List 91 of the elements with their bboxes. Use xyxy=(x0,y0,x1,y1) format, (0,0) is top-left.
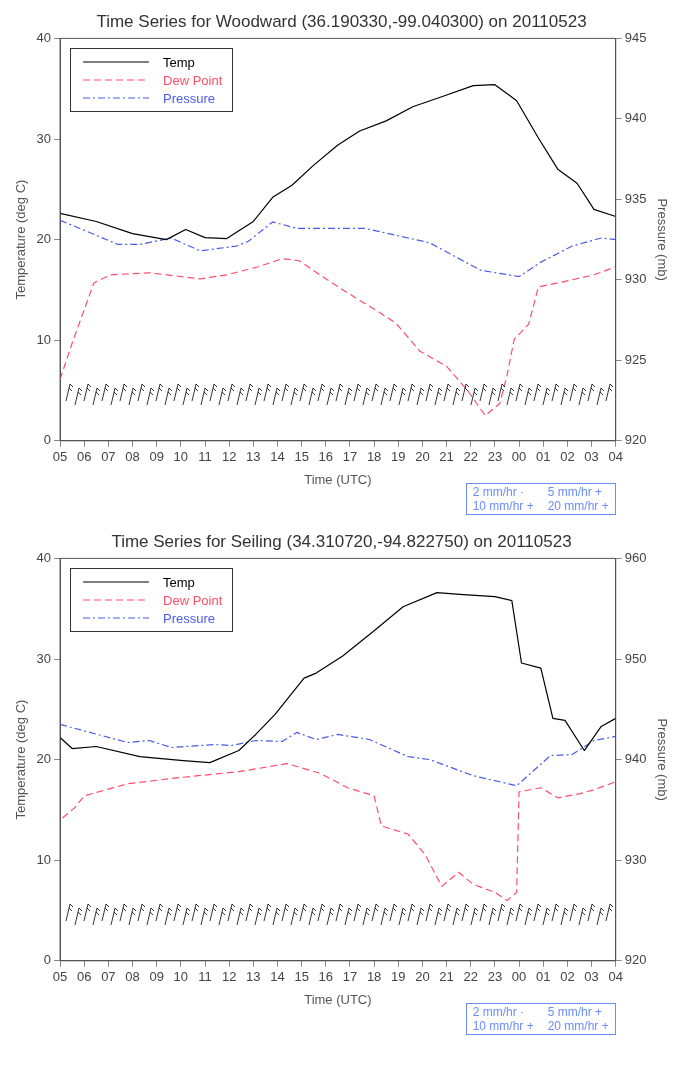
y2-tick-label: 935 xyxy=(624,190,647,206)
y-axis-title: Temperature (deg C) xyxy=(13,699,29,820)
y2-axis-title: Pressure (mb) xyxy=(654,198,670,281)
x-tick-label: 01 xyxy=(536,969,551,985)
x-tick-label: 14 xyxy=(270,449,285,465)
y-tick-label: 40 xyxy=(36,549,52,565)
x-tick-label: 16 xyxy=(318,449,334,465)
x-tick-label: 19 xyxy=(391,969,406,985)
x-tick-label: 17 xyxy=(342,449,358,465)
y-tick-label: 10 xyxy=(36,331,52,347)
x-tick-label: 03 xyxy=(584,969,599,985)
y2-tick-label: 945 xyxy=(624,29,647,45)
x-tick-label: 09 xyxy=(149,969,164,985)
y-tick-label: 10 xyxy=(36,851,52,867)
y2-axis-title: Pressure (mb) xyxy=(654,718,670,801)
x-tick-label: 20 xyxy=(415,969,430,985)
x-tick-label: 09 xyxy=(149,449,164,465)
x-tick-label: 06 xyxy=(76,969,92,985)
line-series xyxy=(60,219,616,278)
legend-box: Temp Dew Point Pressure xyxy=(70,568,234,633)
y-tick-label: 40 xyxy=(36,29,52,45)
x-tick-label: 10 xyxy=(173,449,189,465)
y-axis-title: Temperature (deg C) xyxy=(13,179,29,300)
x-tick-label: 19 xyxy=(391,449,406,465)
x-tick-label: 04 xyxy=(608,449,623,465)
x-tick-label: 12 xyxy=(221,449,237,465)
text: 20 mm/hr + xyxy=(547,498,609,513)
x-tick-label: 01 xyxy=(536,449,551,465)
x-tick-label: 18 xyxy=(366,969,382,985)
x-tick-label: 21 xyxy=(439,449,454,465)
line-series xyxy=(60,723,616,787)
x-tick-label: 11 xyxy=(198,969,212,985)
y-tick-label: 30 xyxy=(36,130,52,146)
x-tick-label: 02 xyxy=(560,449,575,465)
x-tick-label: 23 xyxy=(487,449,503,465)
x-axis-title: Time (UTC) xyxy=(304,991,372,1007)
x-tick-label: 08 xyxy=(125,969,140,985)
x-tick-label: 10 xyxy=(173,969,189,985)
x-tick-label: 15 xyxy=(294,969,309,985)
text: 5 mm/hr + xyxy=(547,484,604,499)
x-tick-label: 22 xyxy=(463,449,478,465)
text: 20 mm/hr + xyxy=(547,1018,609,1033)
y2-tick-label: 930 xyxy=(624,851,647,867)
text: 10 mm/hr + xyxy=(472,498,534,513)
x-axis-title: Time (UTC) xyxy=(304,471,372,487)
line-series xyxy=(61,763,616,902)
text: 2 mm/hr · xyxy=(472,484,525,499)
x-tick-label: 04 xyxy=(608,969,623,985)
x-tick-label: 23 xyxy=(487,969,503,985)
x-tick-label: 00 xyxy=(511,449,527,465)
y2-tick-label: 940 xyxy=(624,110,647,126)
x-tick-label: 06 xyxy=(76,449,92,465)
x-tick-label: 20 xyxy=(415,449,430,465)
legend-box: Temp Dew Point Pressure xyxy=(70,48,234,113)
y2-tick-label: 920 xyxy=(624,952,647,968)
x-tick-label: 14 xyxy=(270,969,285,985)
x-tick-label: 16 xyxy=(318,969,334,985)
x-tick-label: 07 xyxy=(101,449,116,465)
x-tick-label: 05 xyxy=(52,449,68,465)
chart-title: Time Series for Seiling (34.310720,-94.822750) on 20110523 xyxy=(111,531,572,551)
x-tick-label: 12 xyxy=(221,969,237,985)
x-tick-label: 22 xyxy=(463,969,478,985)
y-tick-label: 30 xyxy=(36,650,52,666)
y-tick-label: 20 xyxy=(36,751,52,767)
x-tick-label: 18 xyxy=(366,449,382,465)
y2-tick-label: 950 xyxy=(624,650,647,666)
x-tick-label: 13 xyxy=(246,969,261,985)
y-tick-label: 0 xyxy=(43,952,52,968)
x-tick-label: 11 xyxy=(198,449,212,465)
line-series xyxy=(60,258,616,417)
x-tick-label: 05 xyxy=(52,969,68,985)
y2-tick-label: 940 xyxy=(624,751,647,767)
text: 5 mm/hr + xyxy=(547,1004,604,1019)
x-tick-label: 21 xyxy=(439,969,454,985)
y2-tick-label: 930 xyxy=(624,271,647,287)
text: 10 mm/hr + xyxy=(472,1018,534,1033)
x-tick-label: 13 xyxy=(246,449,261,465)
y2-tick-label: 925 xyxy=(624,351,647,367)
x-tick-label: 07 xyxy=(101,969,116,985)
y2-tick-label: 920 xyxy=(624,432,647,448)
x-tick-label: 00 xyxy=(511,969,527,985)
x-tick-label: 08 xyxy=(125,449,140,465)
y-tick-label: 0 xyxy=(43,432,52,448)
x-tick-label: 15 xyxy=(294,449,309,465)
x-tick-label: 17 xyxy=(342,969,358,985)
text: 2 mm/hr · xyxy=(472,1004,525,1019)
y2-tick-label: 960 xyxy=(624,549,647,565)
chart-title: Time Series for Woodward (36.190330,-99.040300) on 20110523 xyxy=(96,11,587,31)
y-tick-label: 20 xyxy=(36,231,52,247)
x-tick-label: 03 xyxy=(584,449,599,465)
x-tick-label: 02 xyxy=(560,969,575,985)
